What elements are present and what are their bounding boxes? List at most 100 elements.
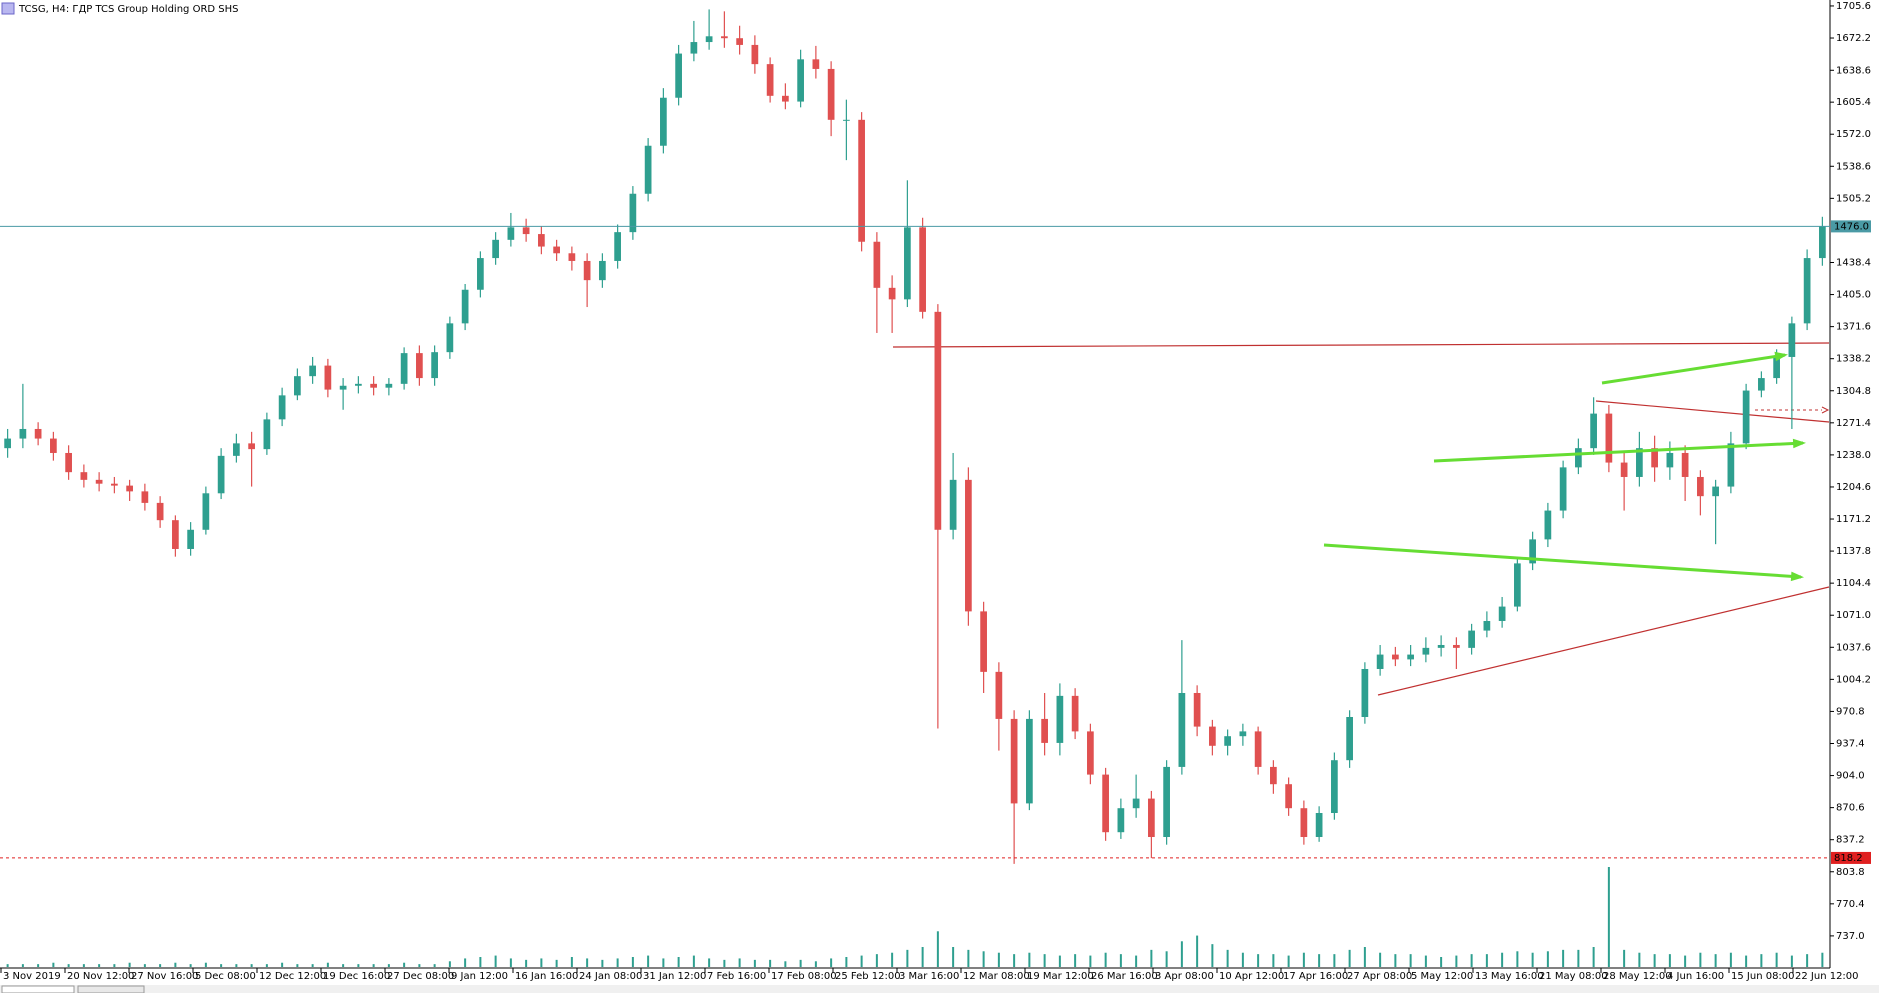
candle-body: [80, 472, 88, 480]
candle-body: [568, 253, 576, 261]
x-tick-label: 15 Jun 08:00: [1731, 971, 1795, 982]
candle-body: [1666, 452, 1674, 468]
candle-body: [1758, 378, 1765, 391]
candle-body: [355, 383, 362, 386]
x-tick-label: 10 Apr 12:00: [1219, 971, 1284, 982]
candle-body: [1437, 644, 1445, 648]
x-tick-label: 31 Jan 12:00: [643, 971, 706, 982]
candle-body: [1697, 476, 1704, 497]
candle-body: [1651, 448, 1658, 468]
x-tick-label: 27 Apr 08:00: [1347, 971, 1412, 982]
candle-body: [50, 438, 57, 453]
candle-body: [705, 36, 713, 43]
candle-body: [248, 443, 255, 450]
candle-body: [1742, 390, 1750, 444]
candle-body: [324, 365, 332, 390]
trendline: [892, 342, 1830, 348]
tab[interactable]: [1, 985, 75, 993]
chart-icon: [1, 2, 15, 15]
candle-body: [1315, 813, 1323, 838]
candle-body: [1102, 774, 1109, 833]
y-tick-label: 1505.2: [1836, 193, 1871, 204]
candle-body: [1544, 510, 1552, 540]
candle-body: [949, 479, 957, 530]
candle-body: [446, 323, 454, 353]
candle-body: [1407, 654, 1414, 660]
candle-body: [1819, 226, 1826, 259]
green-arrow-head: [1790, 571, 1804, 582]
x-tick-label: 21 May 08:00: [1539, 971, 1608, 982]
candle-body: [34, 428, 42, 439]
y-tick-label: 1638.6: [1836, 65, 1871, 76]
tab-bar: [0, 985, 1879, 993]
candle-body: [217, 455, 225, 494]
x-tick-label: 5 Dec 08:00: [195, 971, 256, 982]
candle-body: [111, 483, 118, 486]
y-tick-label: 1271.4: [1836, 418, 1871, 429]
y-tick-label: 837.2: [1836, 835, 1865, 846]
candle-body: [965, 479, 972, 612]
y-tick-label: 904.0: [1836, 771, 1865, 782]
candle-body: [690, 42, 698, 54]
candle-body: [492, 239, 499, 259]
trendlines: [892, 342, 1830, 696]
candle-body: [1087, 731, 1094, 775]
candle-body: [812, 59, 820, 69]
candle-body: [1483, 620, 1491, 631]
level-label: 1476.0: [1834, 221, 1869, 232]
x-tick-label: 16 Jan 16:00: [515, 971, 578, 982]
candle-body: [278, 395, 286, 420]
candle-body: [751, 44, 759, 65]
y-tick-label: 937.4: [1836, 738, 1865, 749]
candle-body: [1209, 726, 1216, 746]
x-tick-label: 17 Feb 08:00: [771, 971, 837, 982]
candle-body: [904, 227, 911, 300]
y-tick-label: 970.8: [1836, 706, 1865, 717]
level-label-bg: [1831, 851, 1871, 864]
candle-body: [1590, 413, 1597, 449]
y-tick-label: 1705.6: [1836, 1, 1871, 12]
candle-body: [1422, 647, 1430, 655]
y-tick-label: 1338.2: [1836, 354, 1871, 365]
candle-body: [1300, 808, 1308, 838]
x-tick-label: 22 Jun 12:00: [1795, 971, 1859, 982]
candle-body: [141, 491, 149, 503]
y-tick-label: 1204.6: [1836, 482, 1871, 493]
green-arrow: [1323, 543, 1802, 579]
candle-body: [1346, 716, 1353, 761]
candle-body: [4, 438, 11, 449]
y-tick-label: 1304.8: [1836, 386, 1871, 397]
candle-body: [675, 53, 682, 98]
candle-body: [1788, 323, 1796, 357]
candle-body: [385, 383, 393, 388]
candle-body: [583, 260, 591, 281]
candle-body: [309, 365, 316, 377]
candle-body: [126, 485, 133, 492]
candle-body: [766, 64, 774, 96]
trendline: [1595, 400, 1830, 423]
candle-body: [843, 119, 850, 121]
y-tick-label: 770.4: [1836, 899, 1865, 910]
candle-body: [538, 234, 545, 247]
y-tick-label: 1605.4: [1836, 97, 1871, 108]
candle-body: [660, 97, 667, 146]
candle-body: [1575, 448, 1582, 468]
candle-body: [1041, 718, 1048, 743]
y-tick-label: 1572.0: [1836, 129, 1871, 140]
candle-body: [1514, 563, 1521, 607]
candle-body: [1803, 258, 1811, 324]
candle-body: [172, 520, 179, 549]
x-tick-label: 28 May 12:00: [1603, 971, 1672, 982]
y-tick-label: 1672.2: [1836, 33, 1871, 44]
candle-body: [1224, 736, 1231, 746]
tab[interactable]: [77, 985, 145, 993]
candle-body: [858, 119, 865, 242]
candle-body: [1010, 718, 1018, 804]
candle-body: [477, 258, 484, 290]
candle-body: [461, 289, 469, 324]
y-tick-label: 803.8: [1836, 867, 1865, 878]
candle-body: [294, 376, 301, 396]
candle-body: [1285, 784, 1292, 809]
y-tick-label: 1037.6: [1836, 642, 1871, 653]
x-tick-label: 25 Feb 12:00: [835, 971, 901, 982]
